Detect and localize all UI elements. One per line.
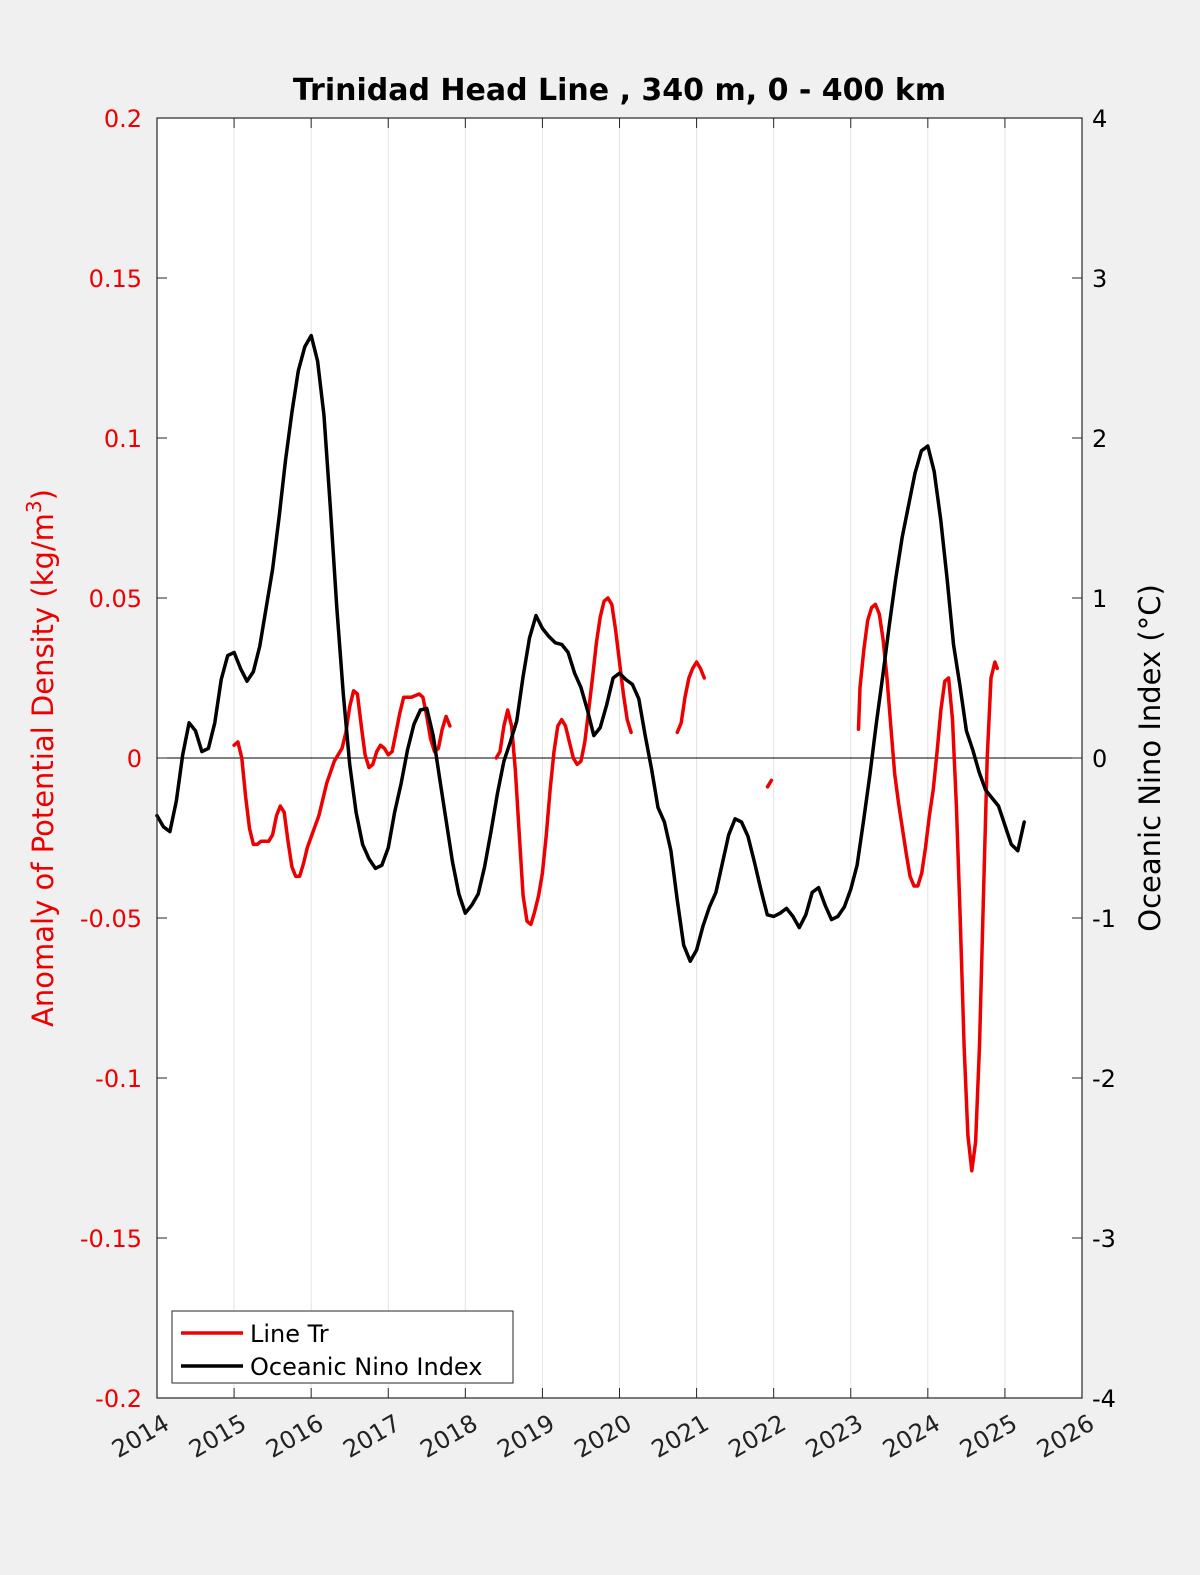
line-tr-series-segment-0 — [232, 689, 452, 879]
series-lines — [155, 333, 1026, 1173]
legend-label-line-tr: Line Tr — [250, 1320, 329, 1348]
y-left-tick-label: 0.2 — [104, 105, 142, 133]
x-tick-label-2017: 2017 — [338, 1409, 405, 1464]
y-right-tick-label: -3 — [1092, 1225, 1116, 1253]
y-right-tick-label: 0 — [1092, 745, 1107, 773]
y-left-tick-label: 0.15 — [89, 265, 142, 293]
legend-box — [171, 1310, 514, 1384]
y-right-tick-label: 2 — [1092, 425, 1107, 453]
y-right-tick-label: 3 — [1092, 265, 1107, 293]
y-right-tick-label: -2 — [1092, 1065, 1116, 1093]
x-tick-label-2022: 2022 — [724, 1409, 791, 1464]
x-tick-label-2018: 2018 — [415, 1409, 482, 1464]
x-tick-label-2024: 2024 — [878, 1409, 945, 1464]
y-right-tick-label: -4 — [1092, 1385, 1116, 1413]
y-axis-left-label: Anomaly of Potential Density (kg/m3) — [22, 489, 60, 1027]
x-tick-label-2026: 2026 — [1032, 1409, 1099, 1464]
x-tick-label-2020: 2020 — [570, 1409, 637, 1464]
x-tick-label-2016: 2016 — [261, 1409, 328, 1464]
y-left-tick-label: 0.1 — [104, 425, 142, 453]
y-axis-right-label: Oceanic Nino Index (°C) — [1133, 584, 1167, 932]
y-right-tick-label: 1 — [1092, 585, 1107, 613]
legend: Line Tr Oceanic Nino Index — [171, 1310, 514, 1384]
line-tr-series-segment-4 — [856, 602, 999, 1173]
x-tick-label-2014: 2014 — [107, 1409, 174, 1464]
y-left-tick-label: -0.05 — [80, 905, 142, 933]
y-left-tick-label: 0 — [127, 745, 142, 773]
y-left-tick-label: -0.1 — [95, 1065, 142, 1093]
line-tr-series-segment-1 — [494, 596, 633, 927]
x-tick-label-2021: 2021 — [647, 1409, 714, 1464]
x-tick-label-2015: 2015 — [184, 1409, 251, 1464]
x-tick-label-2019: 2019 — [493, 1409, 560, 1464]
oni-series-segment-0 — [155, 333, 1026, 963]
line-tr-series-segment-2 — [675, 660, 707, 735]
y-left-tick-label: 0.05 — [89, 585, 142, 613]
y-right-tick-label: 4 — [1092, 105, 1107, 133]
y-left-tick-label: -0.2 — [95, 1385, 142, 1413]
chart-title: Trinidad Head Line , 340 m, 0 - 400 km — [293, 73, 946, 108]
axis-ticks: 2014 2015 2016 2017 2018 2019 2020 2021 2022 2023… — [80, 105, 1116, 1464]
line-tr-series-segment-3 — [765, 778, 774, 789]
y-left-tick-label: -0.15 — [80, 1225, 142, 1253]
legend-label-oni: Oceanic Nino Index — [250, 1353, 482, 1381]
x-tick-label-2025: 2025 — [955, 1409, 1022, 1464]
y-right-tick-label: -1 — [1092, 905, 1116, 933]
x-tick-label-2023: 2023 — [801, 1409, 868, 1464]
